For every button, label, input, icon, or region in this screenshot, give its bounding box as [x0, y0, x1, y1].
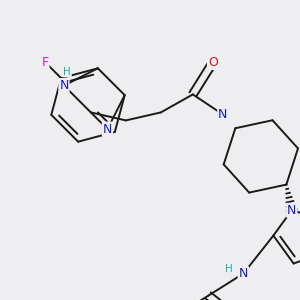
- Text: N: N: [103, 122, 112, 136]
- Text: N: N: [239, 267, 248, 280]
- Text: H: H: [63, 67, 71, 76]
- Text: O: O: [208, 56, 218, 69]
- Text: N: N: [59, 79, 69, 92]
- Text: N: N: [287, 204, 296, 217]
- Text: H: H: [226, 264, 233, 274]
- Text: N: N: [218, 108, 227, 121]
- Text: F: F: [41, 56, 49, 68]
